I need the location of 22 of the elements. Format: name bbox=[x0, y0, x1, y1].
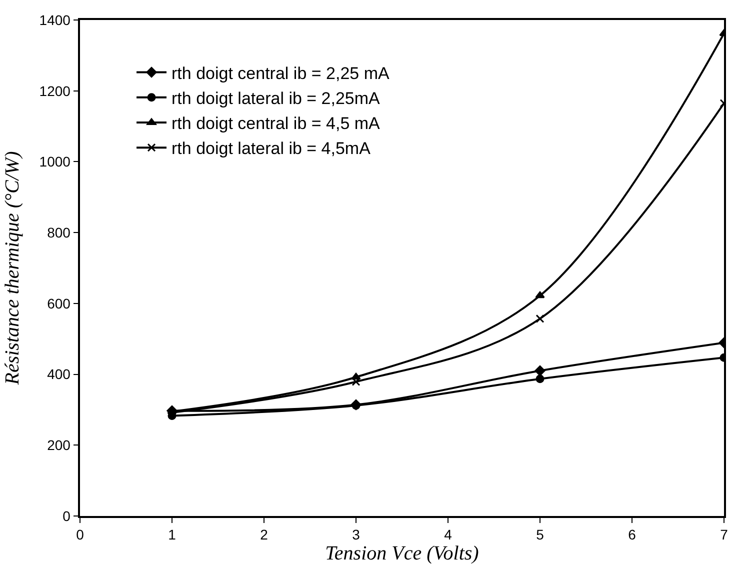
x-tick-label: 1 bbox=[168, 526, 176, 543]
x-tick-label: 3 bbox=[352, 526, 360, 543]
legend-label: rth doigt lateral ib = 4,5mA bbox=[172, 139, 372, 158]
y-axis-title: Résistance thermique (°C/W) bbox=[1, 150, 24, 386]
legend-label: rth doigt central ib = 2,25 mA bbox=[172, 64, 390, 83]
y-tick-label: 600 bbox=[47, 295, 71, 312]
x-tick-label: 7 bbox=[720, 526, 728, 543]
y-tick-label: 0 bbox=[62, 508, 71, 524]
y-tick-label: 1400 bbox=[39, 12, 71, 28]
x-tick-label: 4 bbox=[444, 526, 452, 543]
x-tick-label: 0 bbox=[76, 526, 84, 543]
x-axis-title: Tension Vce (Volts) bbox=[325, 542, 480, 565]
legend-label: rth doigt central ib = 4,5 mA bbox=[172, 114, 381, 134]
y-tick-label: 400 bbox=[47, 366, 71, 382]
y-tick-label: 1200 bbox=[39, 82, 71, 99]
legend-label: rth doigt lateral ib = 2,25mA bbox=[172, 89, 381, 108]
y-tick-label: 200 bbox=[47, 437, 71, 454]
x-tick-label: 6 bbox=[628, 526, 636, 543]
x-tick-label: 5 bbox=[536, 526, 544, 543]
y-tick-label: 1000 bbox=[39, 154, 71, 170]
x-tick-label: 2 bbox=[260, 526, 268, 543]
y-tick-label: 800 bbox=[47, 224, 71, 240]
